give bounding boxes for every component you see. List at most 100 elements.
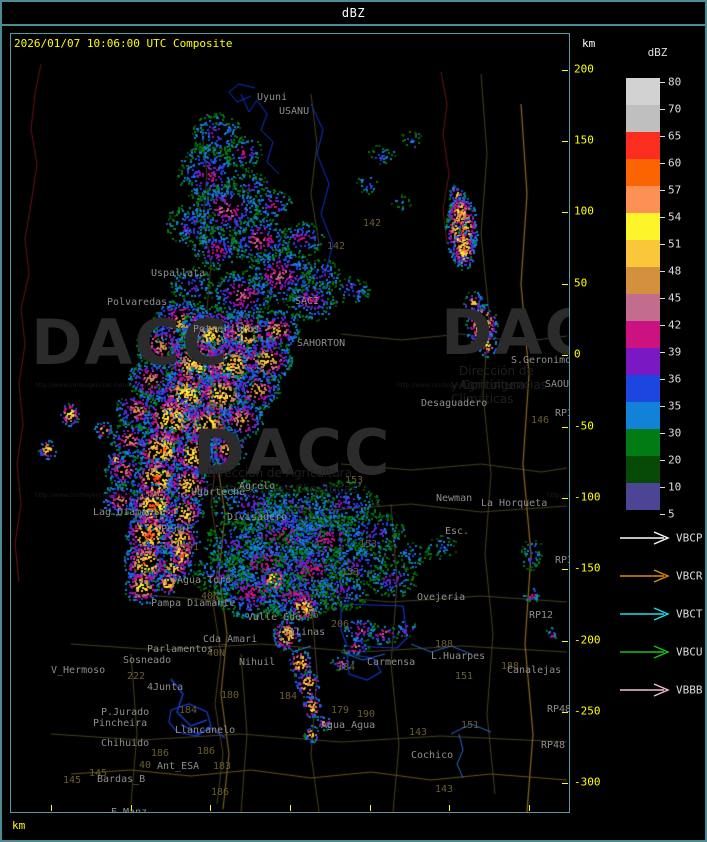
y-tick-mark bbox=[562, 712, 568, 714]
colorbar-label-42: 42 bbox=[668, 318, 682, 332]
road-number-label: 186 bbox=[211, 787, 230, 798]
colorbar-tick-51 bbox=[660, 244, 665, 245]
road-number-label: 142 bbox=[327, 241, 346, 252]
place-label: Divisadero bbox=[227, 512, 288, 523]
watermark-subtitle-line2-center: y Contingencias Climáticas bbox=[195, 482, 358, 496]
place-label: Uyuni bbox=[257, 92, 288, 103]
colorbar[interactable] bbox=[626, 78, 660, 510]
place-label: Esc. bbox=[445, 526, 470, 537]
timestamp-label: 2026/01/07 10:06:00 UTC Composite bbox=[14, 37, 233, 50]
watermark-dacc-right: DACC bbox=[441, 296, 569, 369]
y-axis-unit-label: km bbox=[582, 37, 596, 50]
colorbar-band-39 bbox=[626, 348, 660, 375]
y-tick-label-200: 200 bbox=[574, 62, 594, 76]
x-tick-mark bbox=[290, 805, 291, 811]
road-number-label: 188 bbox=[435, 639, 454, 650]
place-label: Lag.Diamante bbox=[93, 507, 166, 518]
place-label: RP3 bbox=[555, 555, 569, 566]
y-tick-mark bbox=[562, 569, 568, 571]
colorbar-tick-39 bbox=[660, 352, 665, 353]
place-label: V_Hermoso bbox=[51, 665, 106, 676]
place-label: Uspallata bbox=[151, 268, 206, 279]
colorbar-tick-5 bbox=[660, 514, 665, 515]
x-axis-unit-label: km bbox=[12, 819, 26, 832]
colorbar-band-20 bbox=[626, 456, 660, 483]
place-label: Agua_Agua bbox=[321, 720, 376, 731]
y-tick-mark bbox=[562, 426, 568, 428]
colorbar-band-60 bbox=[626, 159, 660, 186]
road-number-label: 40N bbox=[207, 648, 226, 659]
y-tick-label--300: -300 bbox=[574, 775, 601, 789]
place-label: Pampa Diamante bbox=[151, 598, 236, 609]
place-label: Salinas bbox=[283, 627, 326, 638]
road-number-label: 153 bbox=[359, 539, 378, 550]
colorbar-label-35: 35 bbox=[668, 399, 682, 413]
place-label: USANU bbox=[279, 106, 310, 117]
road-number-label: 146 bbox=[531, 415, 550, 426]
colorbar-title: dBZ bbox=[647, 46, 668, 59]
place-label: Sosneado bbox=[123, 655, 172, 666]
place-label: Llancanelo bbox=[175, 725, 236, 736]
colorbar-band-48 bbox=[626, 267, 660, 294]
place-label: Valle Gde bbox=[247, 612, 302, 623]
colorbar-label-65: 65 bbox=[668, 129, 682, 143]
road-number-label: 186 bbox=[151, 748, 170, 759]
colorbar-tick-36 bbox=[660, 379, 665, 380]
radar-site-label-vbbb: VBBB bbox=[676, 683, 703, 697]
colorbar-tick-80 bbox=[660, 82, 665, 83]
window-title-bar: dBZ bbox=[2, 2, 705, 26]
place-label: Ovejeria bbox=[417, 592, 466, 603]
road-number-label: 142 bbox=[363, 218, 382, 229]
y-tick-label--100: -100 bbox=[574, 490, 601, 504]
colorbar-label-10: 10 bbox=[668, 480, 682, 494]
place-label: E_Manz bbox=[111, 807, 148, 813]
x-tick-mark bbox=[449, 805, 451, 811]
watermark-subtitle-line1-right: Dirección de Agricultura bbox=[459, 364, 534, 392]
road-number-label: 153 bbox=[341, 567, 360, 578]
road-number-label: 151 bbox=[455, 671, 474, 682]
y-tick-label-150: 150 bbox=[574, 133, 594, 147]
colorbar-band-80 bbox=[626, 78, 660, 105]
colorbar-band-36 bbox=[626, 375, 660, 402]
place-label: RP48 bbox=[547, 704, 570, 715]
radar-site-vbcu[interactable] bbox=[620, 644, 672, 666]
colorbar-label-70: 70 bbox=[668, 102, 682, 116]
place-label: Ant_ESA bbox=[157, 761, 200, 772]
arrow-icon bbox=[620, 569, 670, 583]
colorbar-label-80: 80 bbox=[668, 75, 682, 89]
y-tick-mark bbox=[562, 640, 568, 642]
watermark-dacc-left: DACC bbox=[31, 306, 230, 379]
road-number-label: 184 bbox=[337, 662, 356, 673]
place-label: Carmensa bbox=[367, 657, 416, 668]
y-tick-label--250: -250 bbox=[574, 704, 601, 718]
colorbar-band-57 bbox=[626, 186, 660, 213]
place-label: Desaguadero bbox=[421, 398, 488, 409]
place-label: RP3 bbox=[555, 408, 569, 419]
place-label: 4Junta bbox=[147, 682, 184, 693]
radar-plot-area[interactable]: DACC DACC DACC Dirección de Agricultura … bbox=[10, 33, 570, 813]
x-tick-mark bbox=[50, 805, 52, 811]
place-label: Bardas_B bbox=[97, 774, 146, 785]
y-tick-mark bbox=[562, 212, 568, 214]
radar-site-vbbb[interactable] bbox=[620, 682, 672, 704]
colorbar-label-51: 51 bbox=[668, 237, 682, 251]
place-label: P.Jurado bbox=[101, 707, 150, 718]
place-label: La Horqueta bbox=[481, 498, 548, 509]
legend-panel: dBZ 80 70 65 60 57 54 51 48 45 42 39 36 35 30 20 10 5 VB… bbox=[610, 30, 705, 836]
y-tick-label--200: -200 bbox=[574, 633, 601, 647]
colorbar-tick-65 bbox=[660, 136, 665, 137]
radar-site-vbct[interactable] bbox=[620, 606, 672, 628]
place-label: L.Huarpes bbox=[431, 651, 486, 662]
colorbar-label-39: 39 bbox=[668, 345, 682, 359]
colorbar-band-35 bbox=[626, 402, 660, 429]
place-label: SACI bbox=[295, 296, 320, 307]
radar-site-vbcr[interactable] bbox=[620, 568, 672, 590]
place-label: Chihuido bbox=[101, 738, 150, 749]
radar-site-vbcp[interactable] bbox=[620, 530, 672, 552]
y-tick-mark bbox=[562, 141, 568, 143]
colorbar-label-48: 48 bbox=[668, 264, 682, 278]
y-tick-label--150: -150 bbox=[574, 561, 601, 575]
watermark-url-far-right: http://www.contingencias.mendoza.gov.ar bbox=[547, 492, 570, 499]
colorbar-band-51 bbox=[626, 240, 660, 267]
